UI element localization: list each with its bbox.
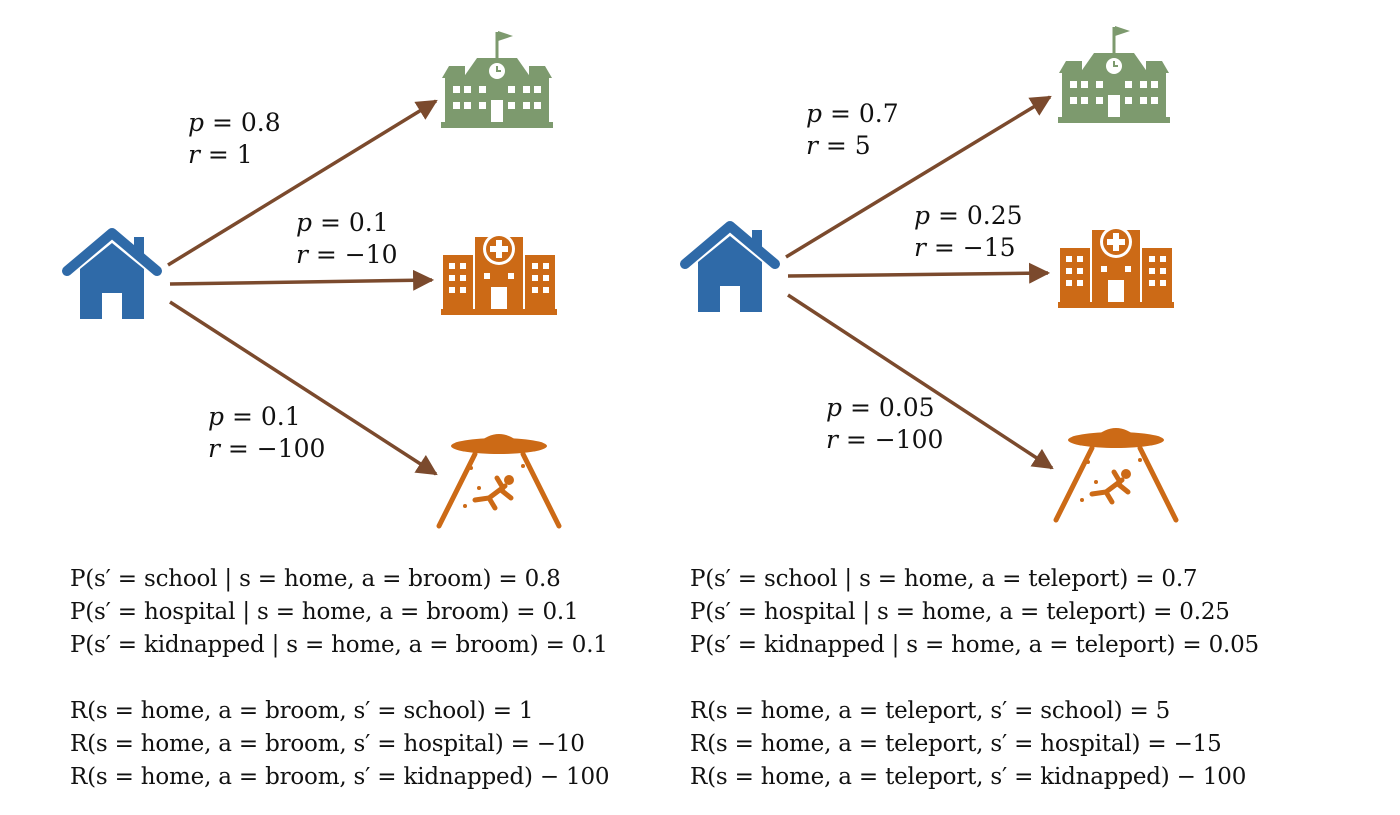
- transition-equation: P(s′ = hospital | s = home, a = broom) =…: [70, 599, 579, 625]
- probability-value: 0.1: [260, 402, 301, 431]
- home-icon: [685, 226, 775, 312]
- arrow-left-to-school: [167, 99, 438, 267]
- reward-equation: R(s = home, a = broom, s′ = kidnapped) −…: [70, 764, 610, 790]
- reward-value: −100: [256, 434, 326, 463]
- transition-equation: P(s′ = hospital | s = home, a = teleport…: [690, 599, 1230, 625]
- reward-equation: R(s = home, a = broom, s′ = hospital) = …: [70, 731, 585, 757]
- transition-equation: P(s′ = kidnapped | s = home, a = broom) …: [70, 632, 608, 658]
- hospital-icon: [441, 233, 557, 315]
- reward-equation: R(s = home, a = teleport, s′ = hospital)…: [690, 731, 1222, 757]
- probability-value: 0.7: [858, 99, 899, 128]
- home-icon: [67, 233, 157, 319]
- edge-label-left-school: p = 0.8 r = 1: [188, 108, 281, 169]
- arrow-left-to-hospital: [169, 269, 435, 291]
- arrow-right-to-kidnapped: [787, 293, 1054, 470]
- edge-label-left-kidnapped: p = 0.1 r = −100: [208, 402, 326, 463]
- ufo-abduction-icon: [1056, 428, 1176, 520]
- transition-equation: P(s′ = kidnapped | s = home, a = telepor…: [690, 632, 1259, 658]
- edge-label-left-hospital: p = 0.1 r = −10: [296, 208, 398, 269]
- transition-equation: P(s′ = school | s = home, a = broom) = 0…: [70, 566, 561, 592]
- arrow-right-to-hospital: [787, 262, 1051, 284]
- probability-value: 0.25: [966, 201, 1023, 230]
- edge-label-right-hospital: p = 0.25 r = −15: [914, 201, 1023, 262]
- reward-value: −100: [874, 425, 944, 454]
- probability-value: 0.8: [240, 108, 281, 137]
- edge-label-right-school: p = 0.7 r = 5: [806, 99, 899, 160]
- hospital-icon: [1058, 226, 1174, 308]
- reward-equation: R(s = home, a = teleport, s′ = kidnapped…: [690, 764, 1247, 790]
- reward-equation: R(s = home, a = teleport, s′ = school) =…: [690, 698, 1171, 724]
- school-icon: [439, 29, 555, 130]
- reward-value: 1: [236, 140, 253, 169]
- arrow-left-to-kidnapped: [169, 300, 438, 476]
- probability-value: 0.1: [348, 208, 389, 237]
- probability-value: 0.05: [878, 393, 935, 422]
- reward-value: −15: [962, 233, 1016, 262]
- reward-equation: R(s = home, a = broom, s′ = school) = 1: [70, 698, 534, 724]
- reward-value: 5: [854, 131, 871, 160]
- reward-value: −10: [344, 240, 398, 269]
- ufo-abduction-icon: [439, 434, 559, 526]
- arrow-right-to-school: [785, 95, 1052, 259]
- transition-equation: P(s′ = school | s = home, a = teleport) …: [690, 566, 1198, 592]
- school-icon: [1056, 24, 1172, 125]
- edge-label-right-kidnapped: p = 0.05 r = −100: [826, 393, 944, 454]
